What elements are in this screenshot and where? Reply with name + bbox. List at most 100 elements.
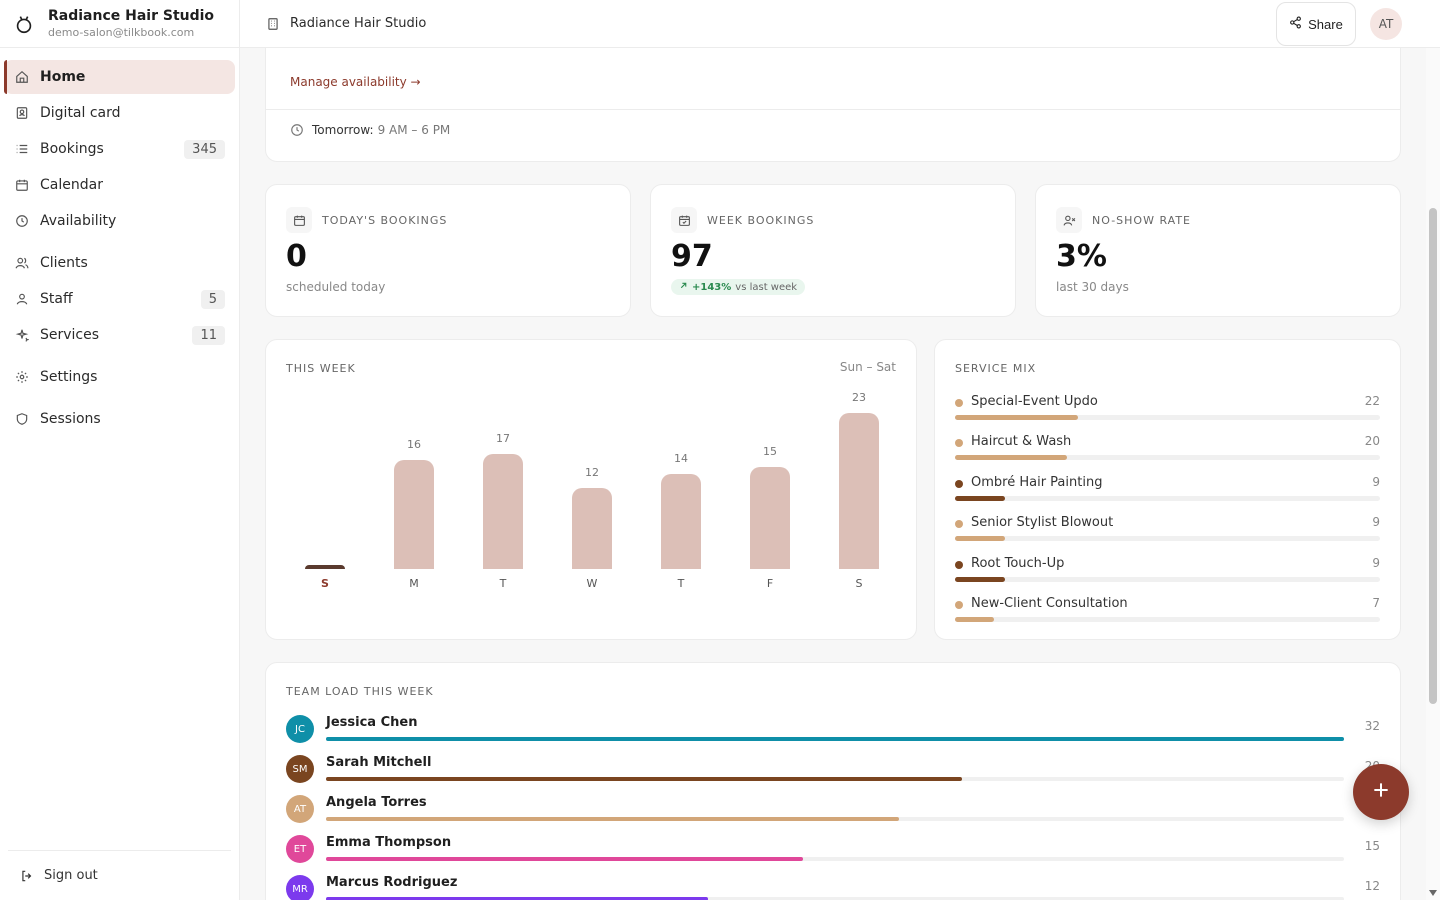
team-load-track: [326, 897, 1344, 900]
calendar-icon: [14, 177, 30, 193]
chart-title: THIS WEEK: [286, 362, 356, 375]
page-scrollbar[interactable]: [1426, 48, 1440, 900]
sidebar-nav: Home Digital card Bookings 345 Calendar: [0, 48, 239, 436]
gear-icon: [14, 369, 30, 385]
sign-out-label: Sign out: [44, 868, 98, 883]
service-color-dot: [955, 479, 963, 488]
sidebar-item-calendar[interactable]: Calendar: [4, 168, 235, 202]
service-count: 9: [1372, 515, 1380, 530]
id-card-icon: [14, 105, 30, 121]
home-icon: [14, 69, 30, 85]
service-count: 22: [1364, 394, 1380, 408]
salon-logo-icon: [12, 12, 36, 36]
bar-day-label: S: [855, 577, 863, 590]
chart-bar[interactable]: [839, 413, 879, 569]
team-load-track: [326, 817, 1344, 821]
service-bar-track: [955, 455, 1380, 461]
user-avatar[interactable]: AT: [1370, 8, 1402, 40]
sidebar-item-label: Home: [40, 69, 86, 85]
bar-value-label: 12: [585, 465, 599, 479]
team-member-row[interactable]: ET Emma Thompson 15: [286, 835, 1380, 875]
service-color-dot: [955, 601, 963, 609]
team-load-title: TEAM LOAD THIS WEEK: [286, 685, 434, 698]
tomorrow-label: Tomorrow:: [312, 123, 374, 137]
scroll-down-arrow-icon[interactable]: [1429, 890, 1437, 896]
list-icon: [14, 141, 30, 157]
sidebar-item-sessions[interactable]: Sessions: [4, 402, 235, 436]
chart-range: Sun – Sat: [839, 360, 896, 374]
calendar-check-icon: [671, 207, 697, 233]
plus-icon: [1371, 780, 1391, 804]
tomorrow-value: 9 AM – 6 PM: [377, 123, 451, 137]
service-bar-fill: [955, 576, 1006, 582]
sidebar-item-label: Settings: [40, 369, 98, 385]
service-bar-fill: [955, 617, 995, 622]
team-member-row[interactable]: MR Marcus Rodriguez 12: [286, 875, 1380, 900]
sidebar-item-label: Staff: [40, 291, 73, 307]
sign-out-button[interactable]: Sign out: [8, 850, 231, 900]
logout-icon: [20, 869, 34, 883]
chart-bar[interactable]: [394, 460, 434, 569]
todays-bookings-card: TODAY'S BOOKINGS 0 scheduled today: [265, 184, 631, 317]
week-bookings-card: WEEK BOOKINGS 97 +143% vs last week: [650, 184, 1016, 317]
dashboard-main: Manage availability → Tomorrow: 9 AM – 6…: [240, 48, 1426, 900]
service-bar-track: [955, 495, 1380, 501]
bar-day-label: T: [499, 577, 507, 590]
clock-icon: [14, 213, 30, 229]
sidebar-item-home[interactable]: Home: [4, 60, 235, 94]
team-load-fill: [326, 777, 963, 781]
sidebar-item-bookings[interactable]: Bookings 345: [4, 132, 235, 166]
chart-bar[interactable]: [661, 474, 701, 569]
page-title: Radiance Hair Studio: [290, 16, 427, 31]
service-mix-card: SERVICE MIX Special-Event Updo 22 Haircut …: [934, 339, 1401, 640]
service-count: 7: [1372, 596, 1380, 610]
user-x-icon: [1056, 207, 1082, 233]
team-member-name: Marcus Rodriguez: [326, 875, 458, 890]
service-mix-item: Senior Stylist Blowout 9: [955, 515, 1380, 545]
sidebar-item-clients[interactable]: Clients: [4, 246, 235, 280]
sidebar-item-availability[interactable]: Availability: [4, 204, 235, 238]
share-button[interactable]: Share: [1276, 2, 1356, 46]
chart-bar[interactable]: [572, 487, 612, 569]
bar-day-label: T: [677, 577, 685, 590]
trend-up-icon: [679, 281, 688, 293]
sidebar-item-staff[interactable]: Staff 5: [4, 282, 235, 316]
chart-bar[interactable]: [750, 467, 790, 569]
scrollbar-thumb[interactable]: [1429, 208, 1437, 704]
availability-card: Manage availability → Tomorrow: 9 AM – 6…: [265, 48, 1401, 162]
bar-day-label: M: [409, 577, 419, 590]
bar-value-label: 15: [763, 445, 777, 459]
sidebar-item-digital-card[interactable]: Digital card: [4, 96, 235, 130]
team-member-count: 15: [1364, 839, 1380, 853]
stat-subtext: last 30 days: [1056, 280, 1129, 294]
bar-value-label: 14: [674, 452, 688, 466]
no-show-rate-card: NO-SHOW RATE 3% last 30 days: [1035, 184, 1401, 317]
service-name: Senior Stylist Blowout: [971, 515, 1114, 531]
service-mix-title: SERVICE MIX: [955, 362, 1037, 375]
chart-bar[interactable]: [483, 453, 523, 569]
bar-value-label: 17: [496, 431, 510, 445]
service-bar-track: [955, 576, 1380, 582]
sidebar-item-services[interactable]: Services 11: [4, 318, 235, 352]
team-load-fill: [326, 857, 804, 861]
sparkle-icon: [14, 327, 30, 343]
add-booking-button[interactable]: [1353, 764, 1409, 820]
sidebar-item-settings[interactable]: Settings: [4, 360, 235, 394]
service-bar-fill: [955, 495, 1006, 501]
brand-name: Radiance Hair Studio: [48, 8, 215, 24]
team-member-name: Sarah Mitchell: [326, 755, 432, 770]
avatar: ET: [286, 835, 314, 863]
team-member-count: 32: [1364, 719, 1380, 733]
clock-icon: [290, 123, 304, 137]
service-name: Ombré Hair Painting: [971, 474, 1103, 490]
bar-day-label: S: [321, 577, 329, 590]
chart-bar[interactable]: [305, 565, 345, 569]
staff-count-badge: 5: [200, 289, 225, 309]
team-member-row[interactable]: JC Jessica Chen 32: [286, 715, 1380, 755]
manage-availability-link[interactable]: Manage availability →: [290, 75, 421, 89]
service-color-dot: [955, 439, 963, 448]
service-bar-fill: [955, 455, 1068, 461]
brand-header[interactable]: Radiance Hair Studio demo-salon@tilkbook…: [0, 0, 239, 48]
